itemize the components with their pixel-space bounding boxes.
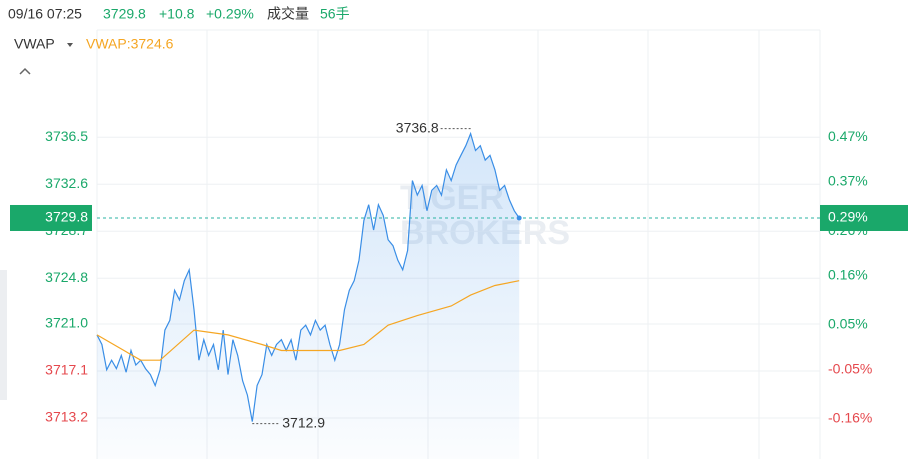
y2-tick-label: 0.37% <box>828 173 868 189</box>
vwap-line <box>96 280 520 361</box>
low-label: 3712.9 <box>282 414 325 430</box>
indicator-name[interactable]: VWAP <box>14 36 55 52</box>
dropdown-arrow[interactable] <box>67 43 73 47</box>
y2-tick-label: 0.16% <box>828 266 868 282</box>
price-area <box>97 133 520 459</box>
y2-tick-label: 0.05% <box>828 316 868 332</box>
y-tick-label: 3717.1 <box>45 362 88 378</box>
y-tick-label: 3736.5 <box>45 128 88 144</box>
volume: 56手 <box>320 6 350 22</box>
y-tick-label: 3713.2 <box>45 409 88 425</box>
last-price-dot <box>516 215 522 221</box>
price: 3729.8 <box>103 6 146 22</box>
last-pct-box <box>820 204 908 231</box>
price-line <box>96 131 520 422</box>
time: 09/16 07:25 <box>8 6 82 22</box>
y2-tick-label: -0.16% <box>828 409 872 425</box>
high-label: 3736.8 <box>396 119 439 135</box>
indicator-label: VWAP:3724.6 <box>86 36 174 52</box>
last-price-box <box>10 204 92 231</box>
y2-tick-label: -0.05% <box>828 360 872 376</box>
y2-tick-label: 0.47% <box>828 128 868 144</box>
volume-label: 成交量 <box>267 6 309 22</box>
y-tick-label: 3724.8 <box>45 269 88 285</box>
side-handle[interactable] <box>0 270 7 400</box>
vertical-grid <box>96 29 821 459</box>
last-pct-label: 0.29% <box>828 209 868 225</box>
change: +10.8 <box>159 6 195 22</box>
y-tick-label: 3721.0 <box>45 315 88 331</box>
y-tick-label: 3732.6 <box>45 175 88 191</box>
last-price-label: 3729.8 <box>45 209 88 225</box>
collapse-button[interactable] <box>19 67 31 75</box>
change-pct: +0.29% <box>206 6 254 22</box>
